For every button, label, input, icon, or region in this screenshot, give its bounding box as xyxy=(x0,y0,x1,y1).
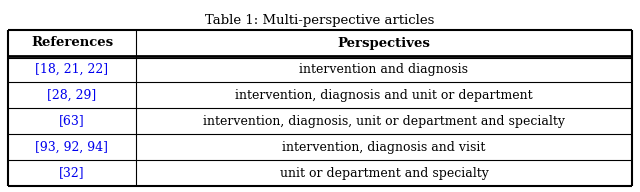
Text: Table 1: Multi-perspective articles: Table 1: Multi-perspective articles xyxy=(205,14,435,27)
Text: [28, 29]: [28, 29] xyxy=(47,89,97,102)
Text: [63]: [63] xyxy=(59,114,85,127)
Text: [93, 92, 94]: [93, 92, 94] xyxy=(35,141,108,153)
Text: [32]: [32] xyxy=(59,166,84,180)
Text: Perspectives: Perspectives xyxy=(337,36,430,50)
Text: intervention, diagnosis and unit or department: intervention, diagnosis and unit or depa… xyxy=(235,89,532,102)
Text: intervention and diagnosis: intervention and diagnosis xyxy=(300,63,468,75)
Text: intervention, diagnosis and visit: intervention, diagnosis and visit xyxy=(282,141,486,153)
Text: References: References xyxy=(31,36,113,50)
Text: [18, 21, 22]: [18, 21, 22] xyxy=(35,63,109,75)
Text: unit or department and specialty: unit or department and specialty xyxy=(280,166,488,180)
Text: intervention, diagnosis, unit or department and specialty: intervention, diagnosis, unit or departm… xyxy=(203,114,565,127)
